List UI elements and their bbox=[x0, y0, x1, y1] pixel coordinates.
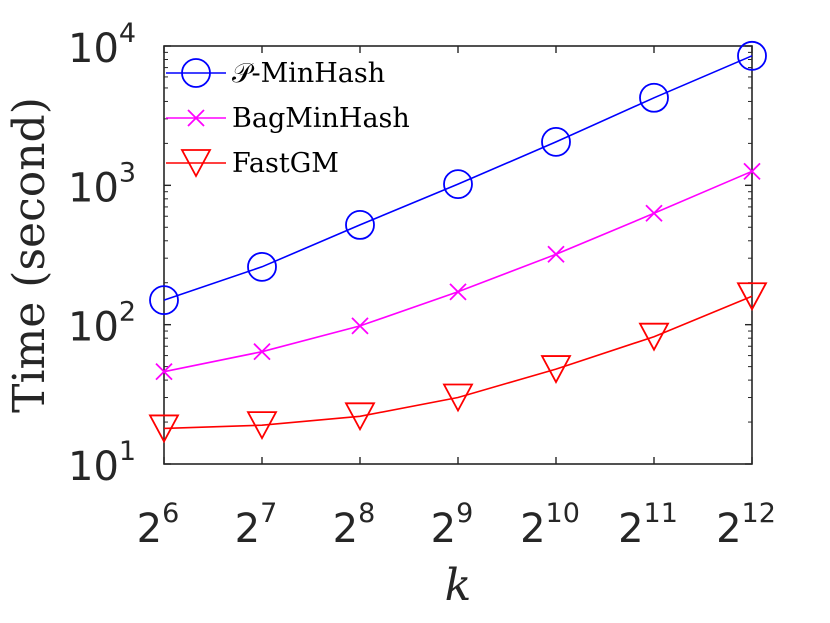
data-point bbox=[148, 414, 180, 444]
x-tick-label: 28 bbox=[333, 498, 376, 552]
x-marker-stroke bbox=[743, 162, 761, 180]
data-point bbox=[743, 162, 761, 180]
axis-ticks: 26 27 28 29 210 211 212 101 102 103 104 bbox=[68, 18, 776, 552]
data-point bbox=[345, 210, 375, 240]
data-point bbox=[449, 283, 467, 301]
y-tick-label: 103 bbox=[68, 157, 136, 211]
legend-marker bbox=[180, 149, 212, 178]
y-tick-label: 101 bbox=[68, 436, 136, 490]
x-axis-label: k bbox=[445, 560, 472, 611]
data-point bbox=[737, 40, 767, 71]
data-point bbox=[645, 204, 663, 222]
y-axis-label: Time (second) bbox=[4, 97, 55, 413]
data-point bbox=[443, 169, 473, 200]
data-point bbox=[638, 322, 670, 352]
x-marker-stroke bbox=[187, 109, 205, 127]
series-line bbox=[163, 295, 753, 430]
legend: 𝒫-MinHash BagMinHash FastGM bbox=[166, 58, 410, 179]
legend-label: BagMinHash bbox=[232, 103, 410, 134]
data-point bbox=[442, 383, 474, 413]
legend-marker bbox=[181, 58, 211, 88]
data-point bbox=[547, 245, 565, 263]
x-marker-stroke bbox=[253, 343, 271, 361]
data-point bbox=[639, 82, 669, 113]
x-marker-stroke bbox=[645, 204, 663, 222]
y-tick-label: 102 bbox=[68, 297, 136, 351]
series-layer bbox=[148, 40, 768, 444]
x-marker-stroke bbox=[155, 363, 173, 381]
data-point bbox=[351, 317, 369, 335]
data-point bbox=[540, 355, 572, 384]
data-point bbox=[344, 402, 376, 432]
data-point bbox=[155, 363, 173, 381]
x-tick-label: 212 bbox=[716, 498, 776, 552]
x-tick-label: 26 bbox=[137, 498, 180, 552]
series-line bbox=[163, 170, 753, 373]
series-circle bbox=[149, 40, 767, 316]
y-tick-label: 104 bbox=[68, 18, 136, 72]
x-marker-stroke bbox=[449, 283, 467, 301]
legend-entry: BagMinHash bbox=[166, 103, 410, 134]
legend-marker bbox=[187, 109, 205, 127]
series-triangle-down bbox=[148, 282, 768, 444]
x-tick-label: 29 bbox=[431, 498, 474, 552]
x-marker-stroke bbox=[351, 317, 369, 335]
data-point bbox=[246, 411, 278, 441]
legend-label: FastGM bbox=[232, 148, 339, 179]
data-point bbox=[253, 343, 271, 361]
series-x bbox=[155, 162, 761, 381]
data-point bbox=[736, 282, 768, 312]
series-line bbox=[163, 55, 753, 301]
data-point bbox=[247, 251, 277, 282]
legend-label: 𝒫-MinHash bbox=[232, 58, 385, 89]
data-point bbox=[149, 285, 179, 316]
x-tick-label: 211 bbox=[618, 498, 678, 552]
x-tick-label: 27 bbox=[235, 498, 278, 552]
x-tick-label: 210 bbox=[520, 498, 580, 552]
data-point bbox=[541, 126, 571, 157]
legend-entry: 𝒫-MinHash bbox=[166, 58, 385, 89]
legend-entry: FastGM bbox=[166, 148, 339, 179]
x-marker-stroke bbox=[547, 245, 565, 263]
